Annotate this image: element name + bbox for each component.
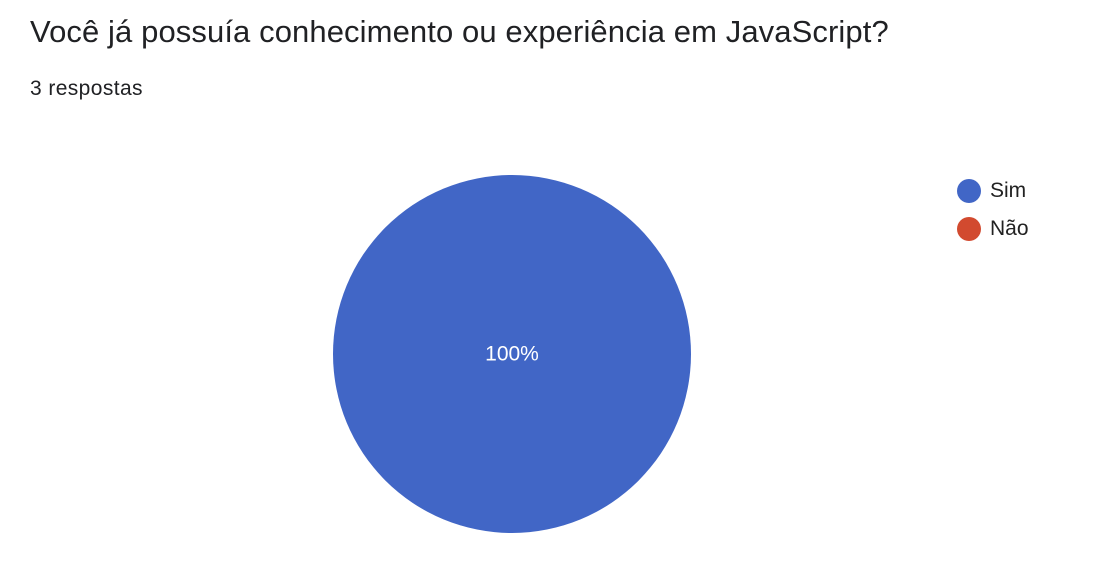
legend-swatch-sim <box>957 179 981 203</box>
legend-swatch-nao <box>957 217 981 241</box>
pie-label-sim: 100% <box>485 343 539 366</box>
legend-item-nao[interactable]: Não <box>957 210 1029 248</box>
legend-label-nao: Não <box>990 217 1029 241</box>
legend-label-sim: Sim <box>990 179 1026 203</box>
chart-legend: Sim Não <box>957 172 1029 248</box>
legend-item-sim[interactable]: Sim <box>957 172 1029 210</box>
